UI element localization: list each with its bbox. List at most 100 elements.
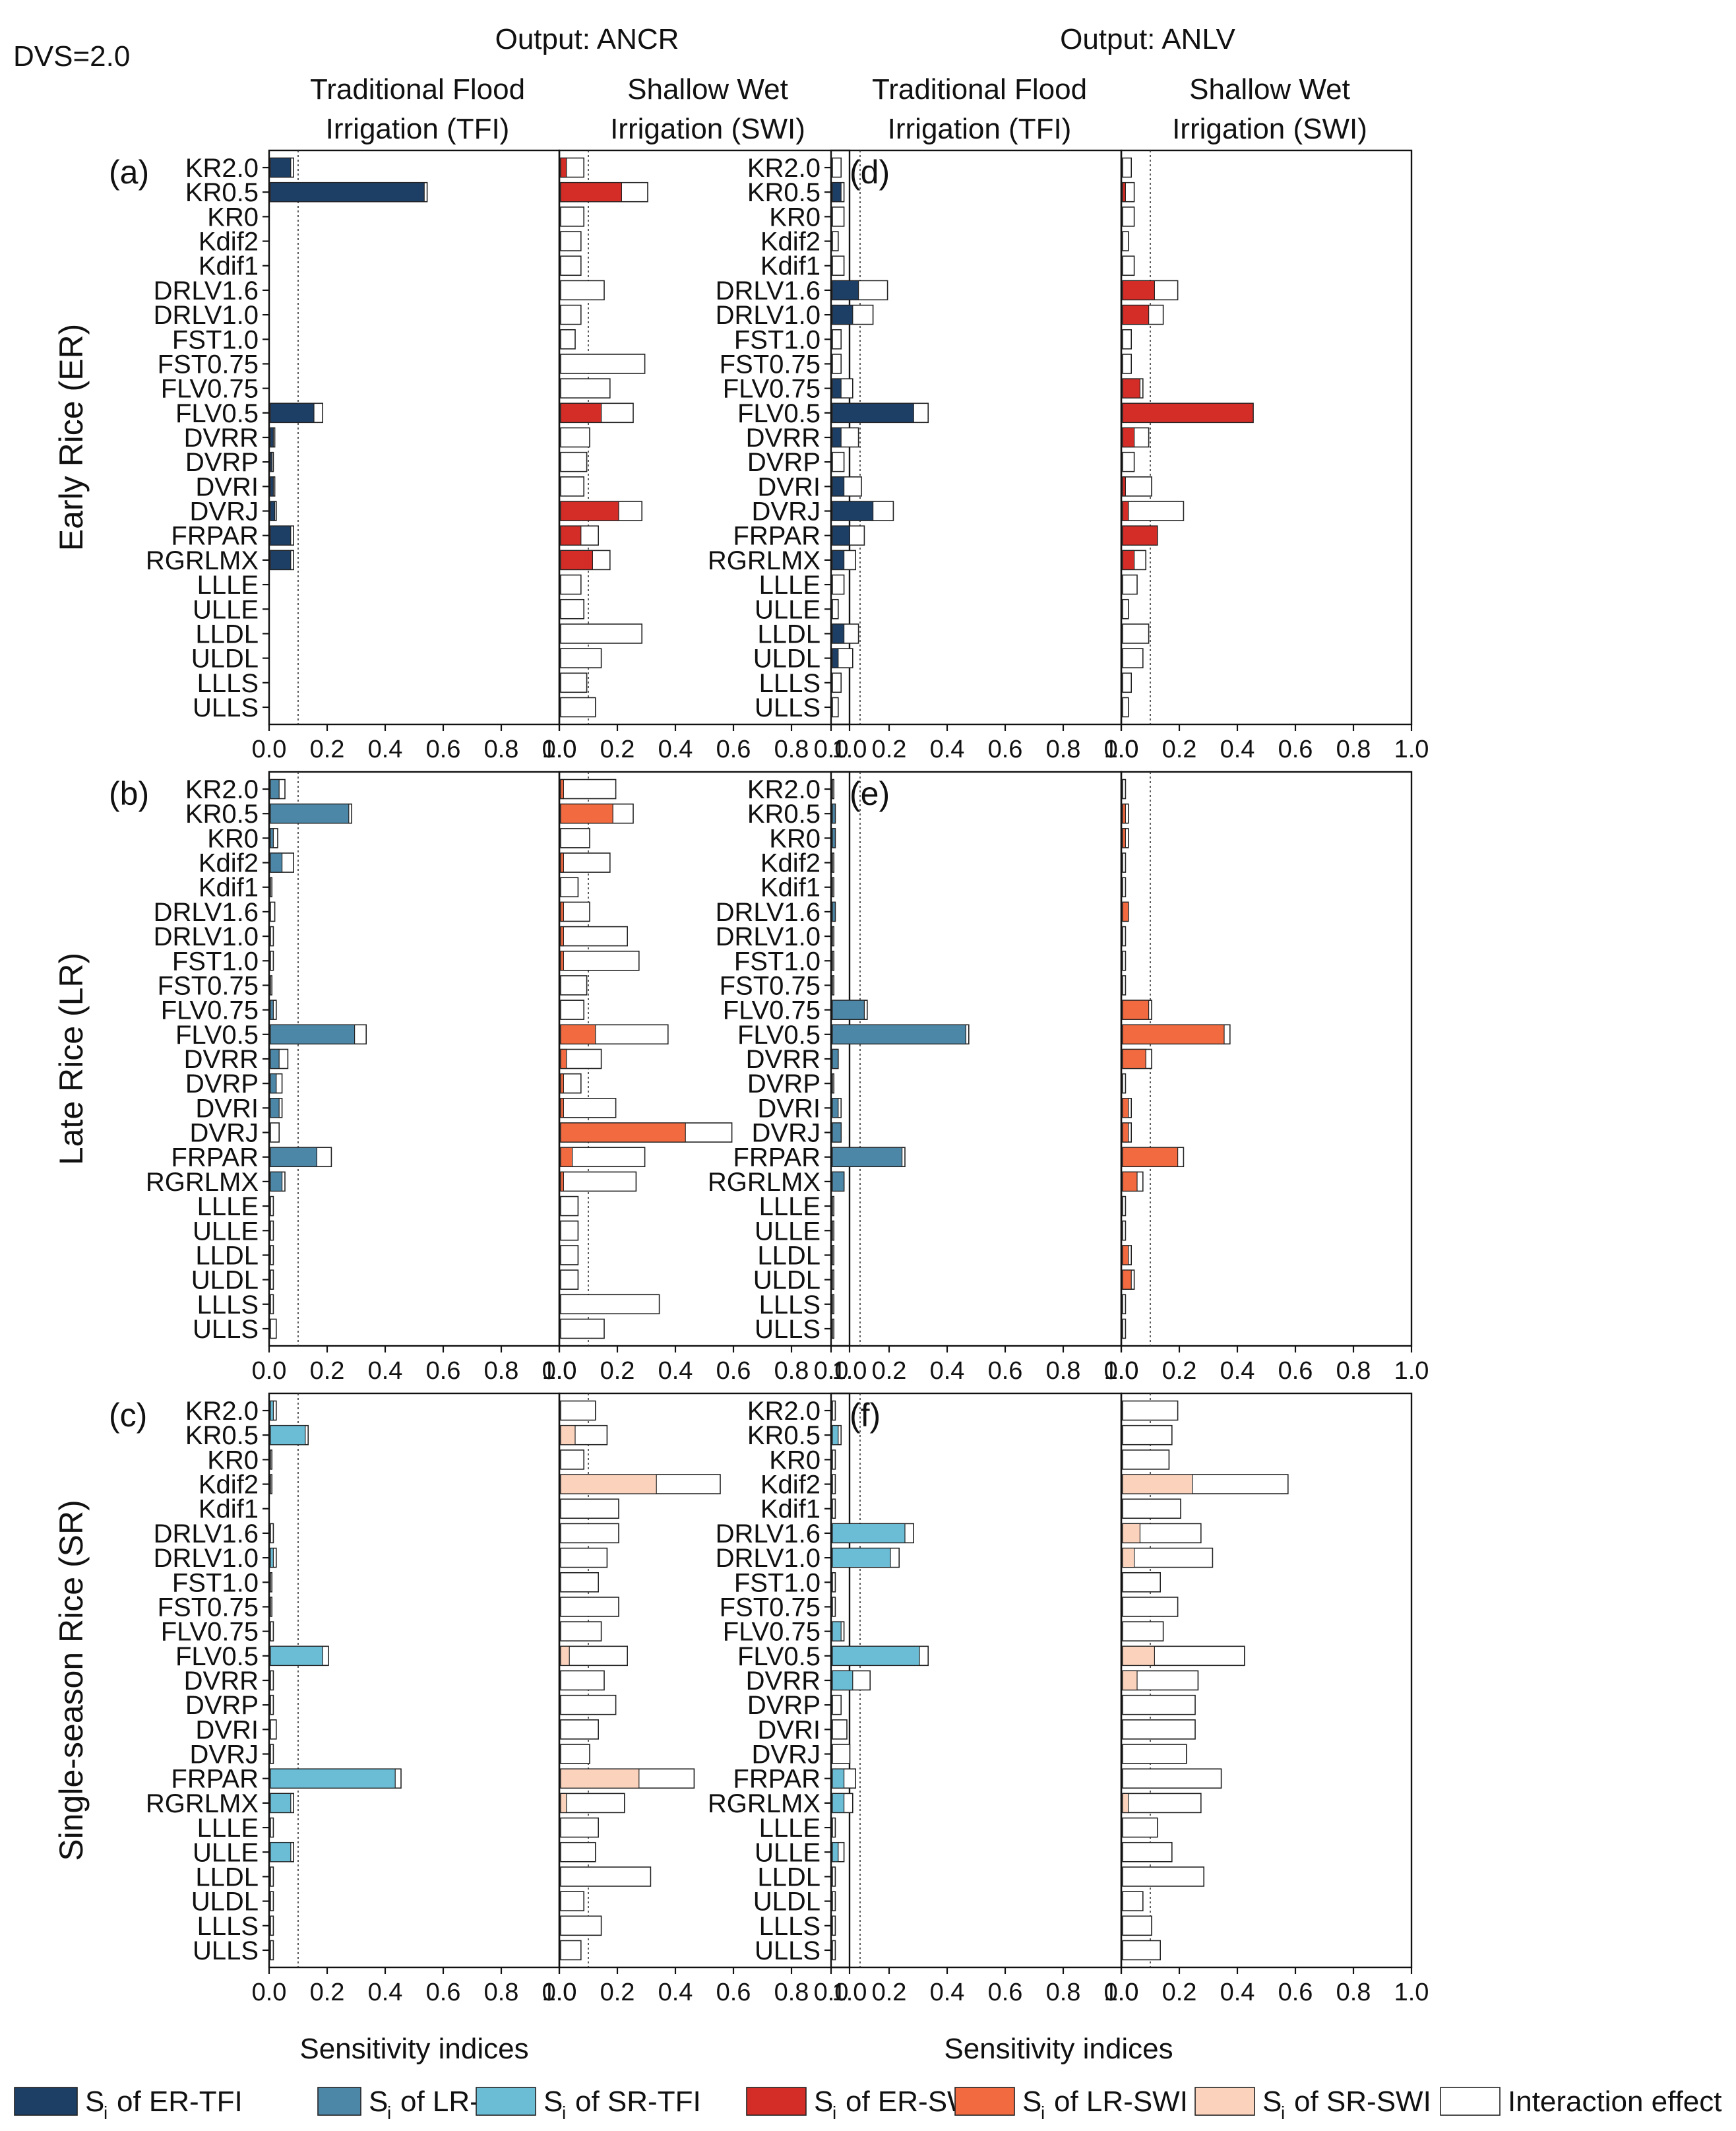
param-label: FLV0.5 xyxy=(175,1021,259,1050)
x-tick-label: 1.0 xyxy=(1104,1357,1139,1385)
bar-interaction xyxy=(270,1474,273,1494)
axes-frame xyxy=(268,149,561,726)
param-label: DRLV1.0 xyxy=(154,1544,259,1573)
param-label: FST0.75 xyxy=(158,1593,259,1622)
param-label: DVRI xyxy=(757,472,821,501)
bar-interaction xyxy=(560,1147,646,1168)
bar-first-order xyxy=(270,1048,280,1069)
bar-interaction xyxy=(1122,1400,1179,1421)
x-tick-label: 0.0 xyxy=(542,736,577,763)
bar-first-order xyxy=(560,1024,596,1044)
param-label: LLLS xyxy=(197,669,259,698)
axes-frame xyxy=(558,771,851,1347)
bar-interaction xyxy=(832,877,835,898)
bar-first-order xyxy=(1122,1024,1225,1044)
swi-subtitle: Shallow Wet xyxy=(1189,73,1350,106)
bar-interaction xyxy=(1122,1220,1127,1241)
bar-interaction xyxy=(560,280,605,301)
x-tick-label: 0.0 xyxy=(252,736,287,763)
bar-interaction xyxy=(560,476,585,497)
bar-first-order xyxy=(270,852,283,873)
bar-first-order xyxy=(270,1098,280,1118)
bar-interaction xyxy=(1122,1793,1202,1814)
param-label: ULDL xyxy=(191,1888,259,1917)
bar-interaction xyxy=(1122,1195,1127,1217)
x-tick-label: 0.4 xyxy=(930,1357,965,1385)
param-label: DRLV1.6 xyxy=(716,1519,821,1548)
x-tick-label: 0.8 xyxy=(484,1979,519,2006)
bar-interaction xyxy=(1122,329,1132,350)
legend-label: of SR-SWI xyxy=(1294,2085,1431,2118)
x-tick-label: 0.8 xyxy=(1336,736,1371,763)
param-label: DRLV1.6 xyxy=(154,898,259,927)
bar-interaction xyxy=(1122,1424,1173,1446)
bar-interaction xyxy=(832,1294,835,1315)
bar-first-order xyxy=(270,182,425,203)
param-label: DVRP xyxy=(747,1691,821,1720)
bar-first-order xyxy=(832,1147,903,1167)
param-label: DVRI xyxy=(195,1094,259,1123)
legend-symbol-sub: i xyxy=(387,2103,391,2123)
bar-first-order xyxy=(832,1645,920,1666)
param-label: FST1.0 xyxy=(172,1568,259,1597)
param-label: FRPAR xyxy=(733,522,821,551)
param-label: RGRLMX xyxy=(146,1168,259,1197)
legend-symbol: S xyxy=(369,2085,388,2118)
x-tick-label: 1.0 xyxy=(1394,1979,1429,2006)
bar-interaction xyxy=(560,231,582,251)
param-label: FST0.75 xyxy=(158,971,259,1000)
bar-interaction xyxy=(1122,1940,1162,1961)
x-tick-label: 1.0 xyxy=(542,1357,577,1385)
x-tick-label: 0.0 xyxy=(1104,1979,1139,2006)
bar-interaction xyxy=(832,1474,836,1494)
x-tick-label: 0.8 xyxy=(774,736,809,763)
x-tick-label: 0.4 xyxy=(930,1979,965,2006)
bar-first-order xyxy=(560,157,567,178)
bar-first-order xyxy=(270,804,350,824)
x-tick-label: 1.0 xyxy=(542,736,577,763)
dvs-note: DVS=2.0 xyxy=(13,40,130,73)
param-label: FLV0.75 xyxy=(161,996,259,1025)
bar-first-order xyxy=(1122,1147,1179,1167)
bar-interaction xyxy=(560,304,582,325)
bar-first-order xyxy=(270,1645,323,1666)
bar-interaction xyxy=(1122,623,1150,644)
bar-interaction xyxy=(1122,852,1127,873)
x-tick-label: 1.0 xyxy=(832,736,867,763)
axes-frame xyxy=(1120,771,1413,1347)
bar-interaction xyxy=(1122,255,1135,276)
bar-interaction xyxy=(560,1940,582,1961)
bar-first-order xyxy=(1122,402,1254,423)
param-label: DRLV1.0 xyxy=(154,922,259,951)
param-label: FRPAR xyxy=(171,522,259,551)
bar-first-order xyxy=(1122,901,1129,922)
param-label: FLV0.75 xyxy=(723,375,821,404)
bar-interaction xyxy=(1122,1866,1204,1887)
param-label: ULDL xyxy=(753,1266,821,1295)
bar-interaction xyxy=(832,926,835,947)
param-label: KR0.5 xyxy=(185,800,259,829)
bar-first-order xyxy=(1122,828,1127,848)
bar-interaction xyxy=(560,1498,619,1519)
bar-first-order xyxy=(560,1171,565,1192)
bar-first-order xyxy=(270,828,274,848)
param-label: DVRJ xyxy=(752,1740,821,1769)
bar-interaction xyxy=(832,1694,842,1715)
x-tick-label: 0.2 xyxy=(310,1979,345,2006)
bar-interaction xyxy=(270,1621,274,1641)
param-label: DRLV1.0 xyxy=(154,301,259,330)
bar-first-order xyxy=(560,951,565,971)
bar-interaction xyxy=(270,1719,277,1740)
param-label: KR0 xyxy=(769,824,821,853)
param-label: DRLV1.0 xyxy=(716,301,821,330)
bar-interaction xyxy=(1122,1073,1127,1094)
param-label: FRPAR xyxy=(171,1765,259,1794)
bar-interaction xyxy=(560,1547,608,1568)
param-label: Kdif2 xyxy=(760,1471,821,1500)
bar-interaction xyxy=(560,1645,628,1667)
param-label: LLLE xyxy=(759,1192,821,1221)
tfi-subtitle: Traditional Flood xyxy=(872,73,1087,106)
param-label: LLLS xyxy=(759,1912,821,1941)
bar-interaction xyxy=(832,1891,836,1911)
bar-interaction xyxy=(560,1269,579,1290)
